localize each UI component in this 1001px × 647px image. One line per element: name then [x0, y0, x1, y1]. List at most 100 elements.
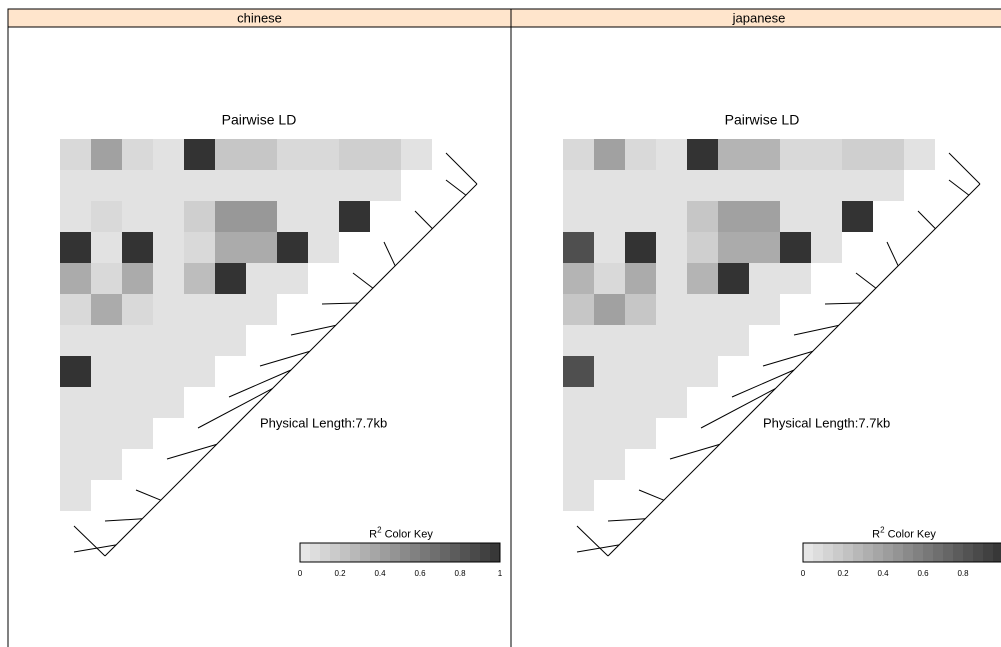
ld-cell-8-0 — [563, 387, 594, 418]
snp-axis-cap-start — [73, 525, 106, 557]
ld-cell-3-0 — [60, 232, 91, 263]
snp-connector-10 — [383, 241, 396, 267]
snp-connector-2 — [135, 489, 161, 501]
ld-cells-japanese — [563, 139, 935, 511]
ld-cell-2-4 — [687, 201, 718, 232]
color-key-tick-label-1: 0.2 — [334, 569, 346, 578]
strip-label-chinese: chinese — [237, 11, 282, 26]
ld-cell-10-0 — [563, 449, 594, 480]
ld-cell-4-1 — [91, 263, 122, 294]
ld-cell-4-5 — [718, 263, 749, 294]
ld-cell-2-5 — [718, 201, 749, 232]
color-key-step-11 — [410, 543, 421, 562]
ld-cell-2-3 — [153, 201, 184, 232]
ld-cell-0-5 — [718, 139, 749, 170]
color-key-step-8 — [380, 543, 391, 562]
color-key-ticks-japanese: 00.20.40.60.81 — [801, 569, 1001, 578]
ld-cell-6-1 — [91, 325, 122, 356]
ld-cell-4-4 — [687, 263, 718, 294]
ld-cell-0-11 — [401, 139, 432, 170]
snp-connector-4 — [197, 388, 273, 429]
ld-cell-5-0 — [563, 294, 594, 325]
ld-cell-6-3 — [153, 325, 184, 356]
ld-cell-9-1 — [91, 418, 122, 449]
snp-connector-0 — [576, 544, 620, 553]
ld-cell-6-2 — [625, 325, 656, 356]
ld-cell-0-8 — [308, 139, 339, 170]
ld-cell-0-4 — [184, 139, 215, 170]
ld-cell-3-5 — [718, 232, 749, 263]
ld-cell-9-0 — [563, 418, 594, 449]
ld-cell-7-0 — [60, 356, 91, 387]
ld-cell-1-2 — [625, 170, 656, 201]
color-key-step-0 — [803, 543, 814, 562]
color-key-step-15 — [450, 543, 461, 562]
ld-cell-0-3 — [153, 139, 184, 170]
color-key-title-japanese: R2 Color Key — [872, 526, 936, 541]
color-key-frame-japanese — [802, 542, 1001, 563]
color-key-ticks-chinese: 0 0.2 0.4 0.6 0.8 1 — [298, 569, 503, 578]
ld-cell-0-5 — [215, 139, 246, 170]
ld-cell-2-1 — [594, 201, 625, 232]
color-key-title-chinese: R2 Color Key — [369, 526, 433, 541]
color-key-step-3 — [330, 543, 341, 562]
color-key-step-19 — [490, 543, 501, 562]
ld-cell-1-6 — [749, 170, 780, 201]
color-key-step-2 — [320, 543, 331, 562]
ld-cell-7-4 — [184, 356, 215, 387]
snp-connector-2 — [638, 489, 664, 501]
color-key-step-7 — [873, 543, 884, 562]
physical-length-label-chinese: Physical Length:7.7kb — [260, 416, 387, 431]
color-key-tick-label-5: 1 — [498, 569, 503, 578]
ld-cell-5-1 — [594, 294, 625, 325]
ld-cell-1-0 — [60, 170, 91, 201]
color-key-step-19 — [993, 543, 1001, 562]
color-key-tick-label-2: 0.4 — [374, 569, 386, 578]
ld-cell-9-2 — [122, 418, 153, 449]
ld-cell-2-8 — [308, 201, 339, 232]
color-key-step-17 — [973, 543, 984, 562]
ld-cell-8-3 — [153, 387, 184, 418]
color-key-step-13 — [933, 543, 944, 562]
color-key-step-16 — [963, 543, 974, 562]
color-key-step-10 — [400, 543, 411, 562]
ld-cell-0-9 — [339, 139, 370, 170]
ld-cell-2-7 — [277, 201, 308, 232]
ld-cell-3-6 — [246, 232, 277, 263]
ld-cell-3-2 — [625, 232, 656, 263]
ld-cell-4-4 — [184, 263, 215, 294]
ld-cell-3-1 — [594, 232, 625, 263]
ld-cell-4-3 — [656, 263, 687, 294]
ld-cell-11-0 — [60, 480, 91, 511]
ld-cell-2-8 — [811, 201, 842, 232]
color-key-step-2 — [823, 543, 834, 562]
snp-connector-9 — [352, 272, 374, 289]
ld-cell-3-7 — [277, 232, 308, 263]
ld-cell-9-2 — [625, 418, 656, 449]
ld-cell-6-4 — [687, 325, 718, 356]
ld-cell-2-7 — [780, 201, 811, 232]
ld-cell-8-1 — [91, 387, 122, 418]
ld-cell-1-10 — [370, 170, 401, 201]
color-key-step-15 — [953, 543, 964, 562]
color-key-tick-label-4: 0.8 — [957, 569, 969, 578]
ld-cell-8-2 — [122, 387, 153, 418]
ld-cell-4-2 — [625, 263, 656, 294]
snp-connector-3 — [669, 443, 720, 460]
ld-cell-8-3 — [656, 387, 687, 418]
color-key-step-10 — [903, 543, 914, 562]
chart-title-japanese: Pairwise LD — [725, 112, 800, 128]
color-key-step-12 — [923, 543, 934, 562]
ld-cell-1-7 — [277, 170, 308, 201]
ld-cell-1-1 — [91, 170, 122, 201]
ld-cell-1-8 — [308, 170, 339, 201]
snp-connector-7 — [290, 324, 336, 336]
color-key-step-3 — [833, 543, 844, 562]
ld-cell-5-5 — [215, 294, 246, 325]
ld-cell-8-0 — [60, 387, 91, 418]
ld-cell-10-1 — [91, 449, 122, 480]
ld-cell-3-2 — [122, 232, 153, 263]
snp-connector-5 — [228, 369, 292, 398]
color-key-chinese: R2 Color Key 0 0.2 0.4 0.6 0.8 1 — [298, 526, 503, 579]
ld-cell-1-7 — [780, 170, 811, 201]
